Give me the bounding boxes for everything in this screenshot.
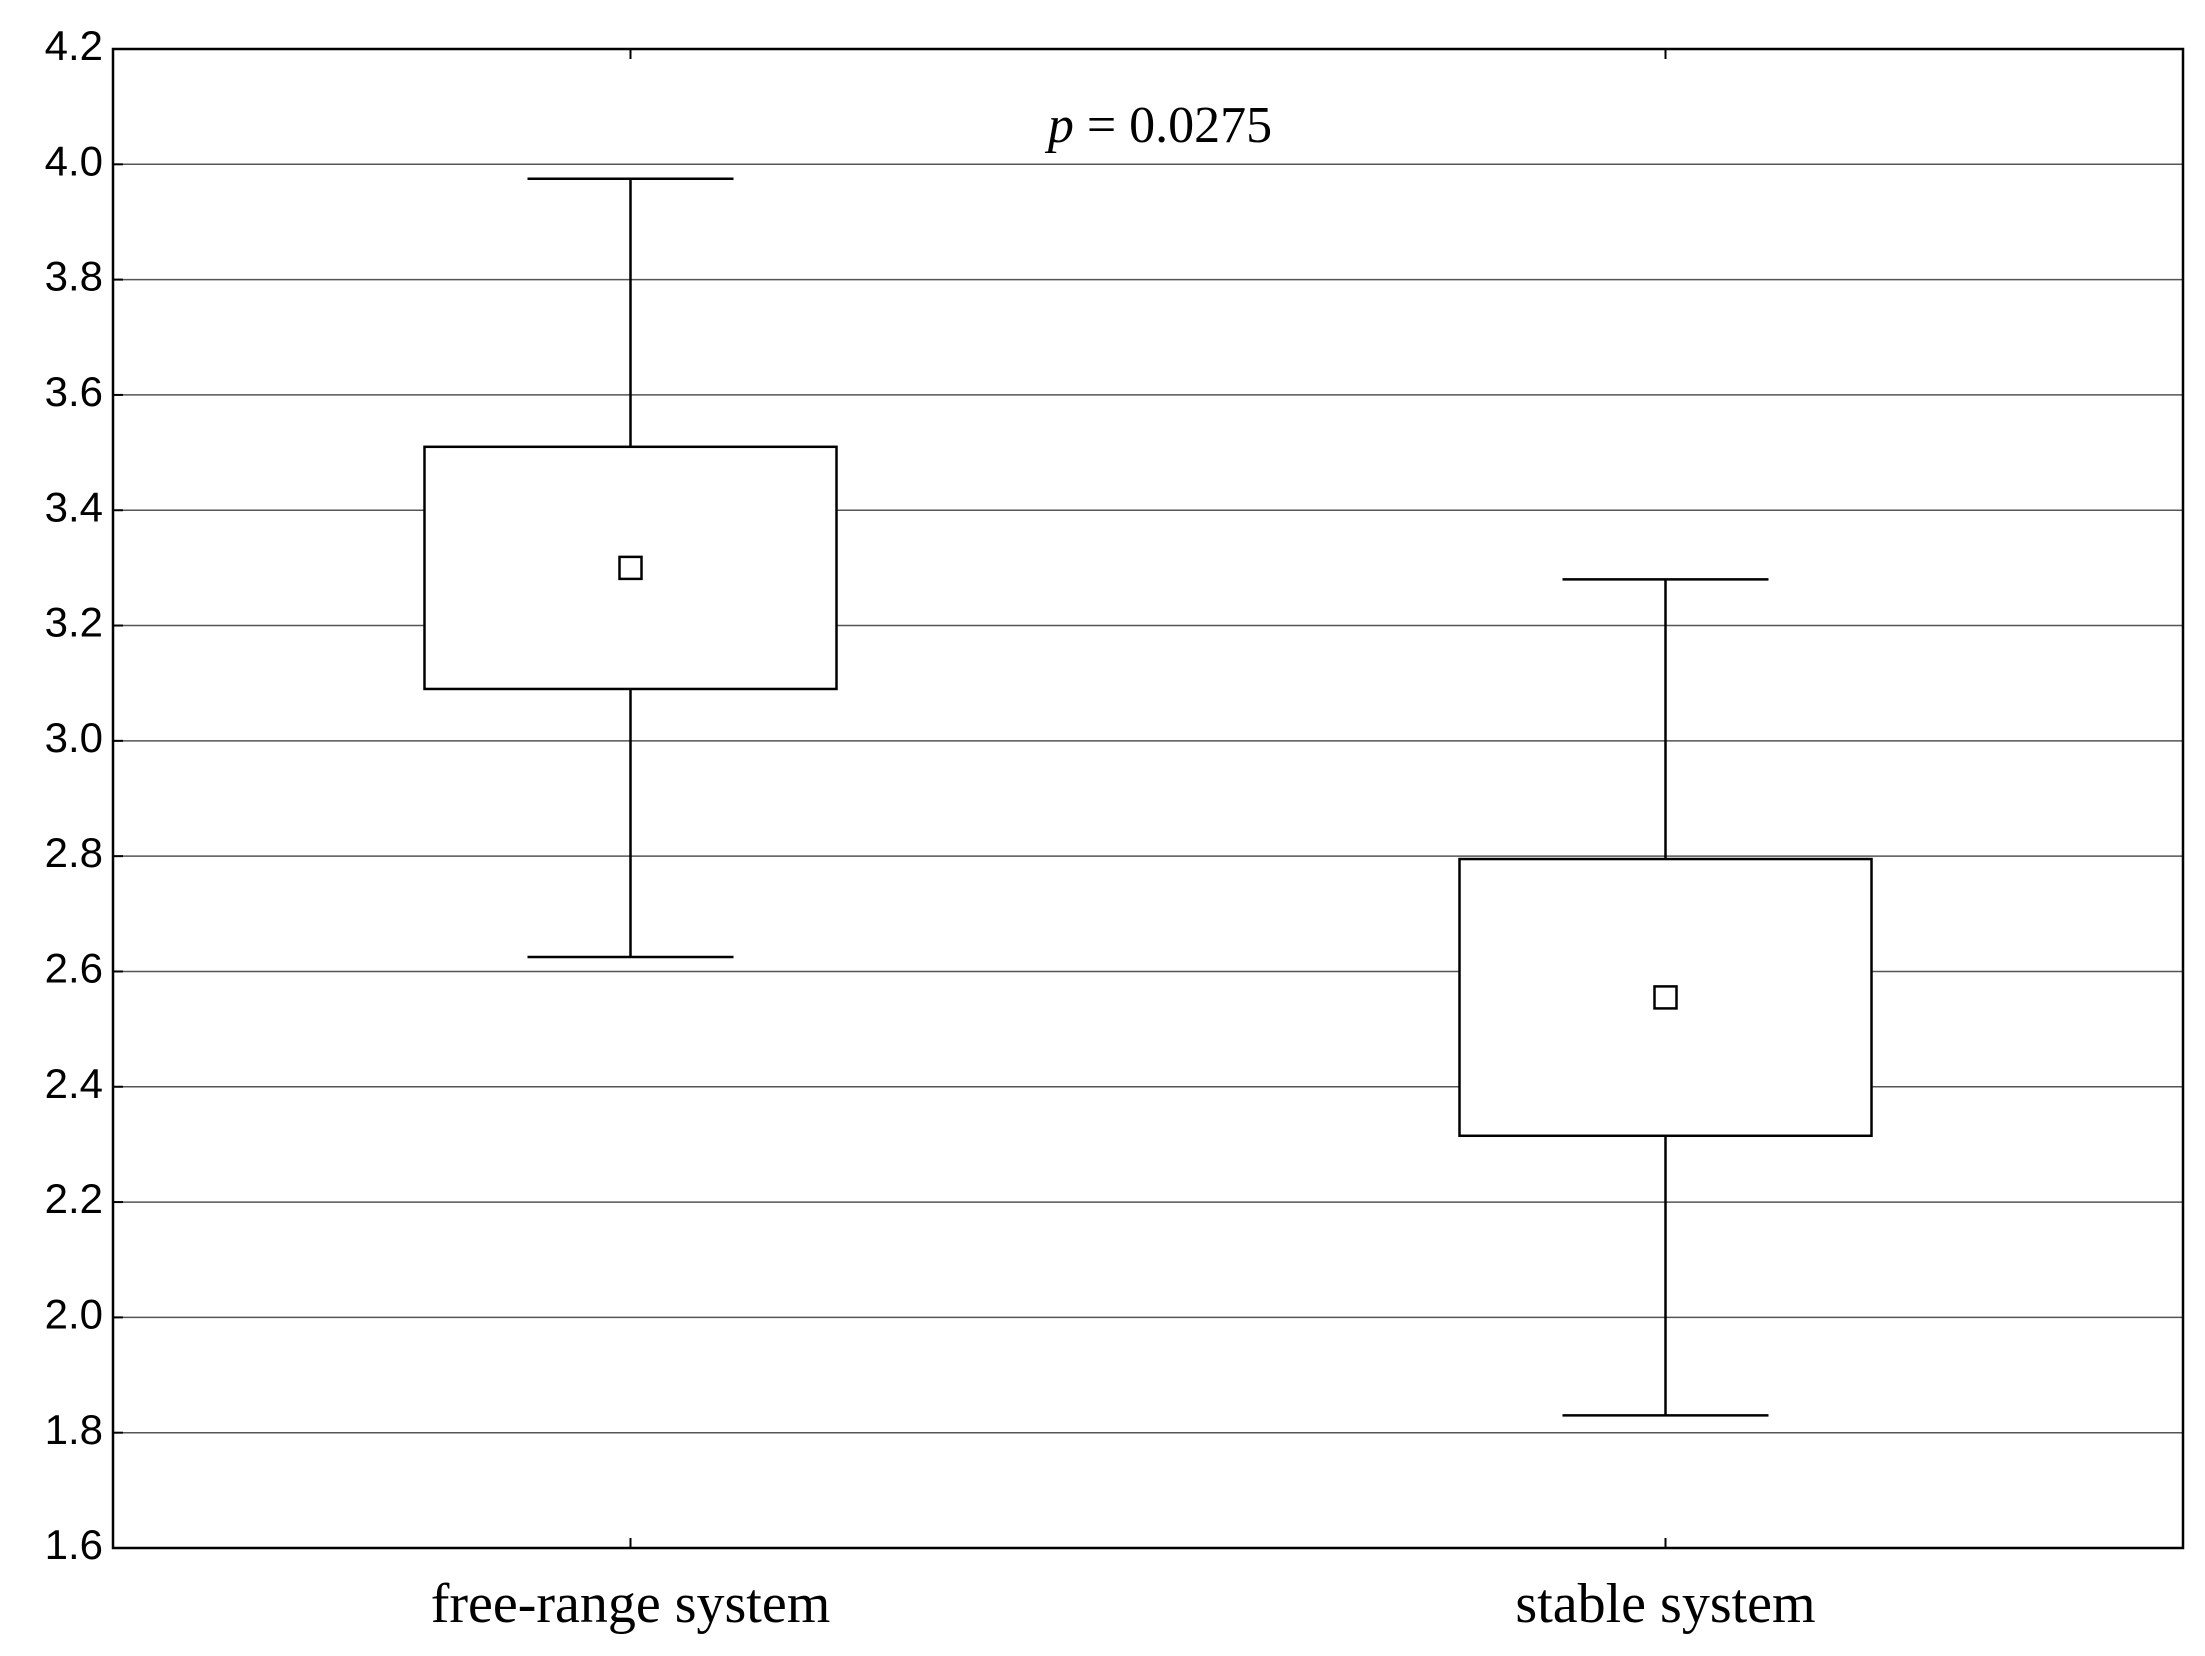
annotation-text: = 0.0275	[1087, 97, 1272, 154]
y-tick-label: 4.0	[45, 137, 103, 184]
y-tick-label: 3.0	[45, 714, 103, 761]
annotation: p = 0.0275	[1044, 97, 1272, 154]
mean-marker	[1653, 985, 1678, 1010]
annotation-symbol: p	[1044, 97, 1074, 154]
y-tick-label: 2.0	[45, 1290, 103, 1337]
y-tick-label: 3.2	[45, 599, 103, 646]
y-tick-label: 3.6	[45, 368, 103, 415]
x-tick-label: free-range system	[431, 1573, 831, 1635]
y-tick-label: 3.8	[45, 253, 103, 300]
x-tick-label: stable system	[1515, 1573, 1815, 1635]
y-tick-label: 2.6	[45, 945, 103, 992]
mean-marker	[618, 555, 643, 581]
y-tick-label: 3.4	[45, 483, 103, 530]
y-tick-label: 2.2	[45, 1175, 103, 1222]
y-tick-label: 2.4	[45, 1060, 103, 1107]
y-tick-label: 1.6	[45, 1521, 103, 1568]
y-tick-label: 2.8	[45, 829, 103, 876]
y-tick-label: 1.8	[45, 1406, 103, 1453]
y-tick-label: 4.2	[45, 22, 103, 69]
plot-frame	[111, 47, 2185, 1550]
